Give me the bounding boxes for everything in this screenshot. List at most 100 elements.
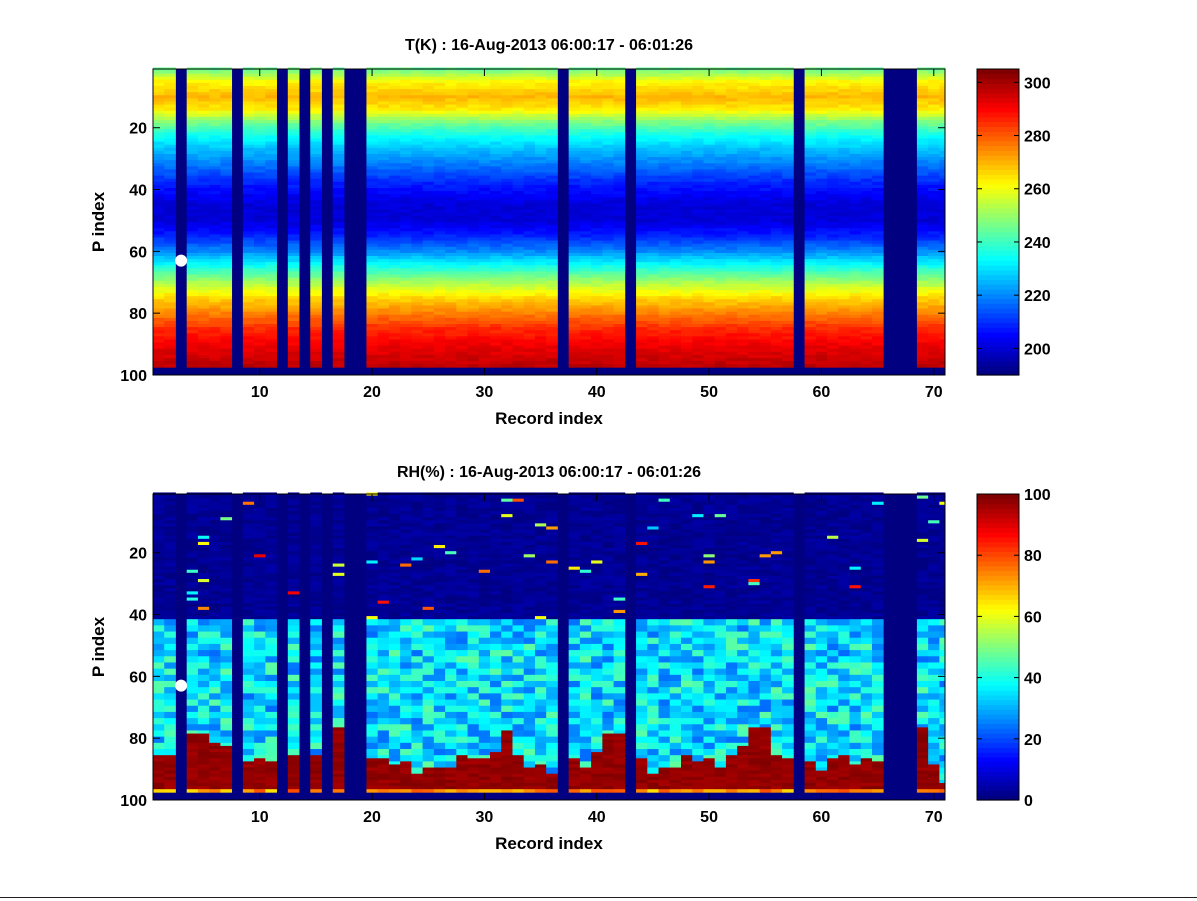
heatmap-cell [568,354,581,359]
heatmap-cell [827,262,839,266]
heatmap-cell [782,129,794,133]
heatmap-cell [748,79,761,84]
heatmap-cell [591,314,603,319]
heatmap-cell [827,135,839,139]
heatmap-cell [815,354,828,359]
heatmap-cell [512,252,525,257]
heatmap-cell [838,104,850,109]
heatmap-cell [254,157,266,161]
heatmap-cell [759,107,772,112]
heatmap-cell [478,361,491,365]
heatmap-cell [782,290,794,294]
heatmap-cell [445,364,457,368]
heatmap-cell [478,271,491,275]
heatmap-cell [568,89,581,93]
heatmap-cell [411,144,424,149]
heatmap-cell [534,101,547,105]
heatmap-cell [737,280,749,285]
heatmap-cell [153,92,165,96]
heatmap-cell [512,101,525,105]
heatmap-cell [692,116,704,121]
heatmap-cell [827,150,839,155]
heatmap-cell [164,200,176,204]
heatmap-cell [153,135,165,139]
heatmap-cell [197,225,210,229]
heatmap-cell [512,209,525,214]
heatmap-cell [153,163,165,167]
heatmap-cell [613,154,626,158]
heatmap-cell [377,320,390,325]
heatmap-cell [714,175,727,180]
heatmap-cell [658,246,671,251]
heatmap-cell [501,342,513,347]
heatmap-cell [725,86,738,90]
heatmap-cell [501,147,513,152]
heatmap-cell [759,135,772,139]
heatmap-cell [703,132,716,136]
heatmap-cell [254,107,266,112]
heatmap-cell [658,209,671,214]
heatmap-cell [467,160,480,164]
heatmap-cell [332,305,345,309]
heatmap-cell [770,364,783,368]
heatmap-cell [815,181,828,186]
heatmap-cell [400,147,412,152]
heatmap-cell [534,256,547,260]
heatmap-cell [332,110,345,115]
heatmap-cell [636,184,648,189]
heatmap-cell [400,178,412,183]
heatmap-cell [636,317,648,322]
heatmap-cell [512,268,525,272]
heatmap-cell [534,116,547,121]
heatmap-cell [827,178,839,183]
heatmap-cell [613,240,626,245]
heatmap-cell [400,345,412,350]
heatmap-cell [591,215,603,220]
heatmap-cell [433,317,446,322]
heatmap-cell [433,113,446,118]
heatmap-cell [287,358,300,362]
heatmap-cell [310,280,322,285]
heatmap-cell [636,175,648,180]
heatmap-cell [287,95,300,99]
heatmap-cell [838,110,850,115]
heatmap-cell [815,120,828,124]
heatmap-cell [153,361,165,365]
heatmap-cell [456,336,468,340]
heatmap-cell [647,354,659,359]
heatmap-cell [164,175,176,180]
heatmap-cell [445,320,457,325]
heatmap-cell [411,98,424,102]
heatmap-cell [220,194,233,198]
heatmap-cell [782,240,794,245]
heatmap-cell [265,259,277,263]
heatmap-cell [411,299,424,303]
heatmap-cell [534,222,547,226]
heatmap-cell [759,280,772,285]
heatmap-cell [827,126,839,130]
heatmap-cell [692,89,704,93]
heatmap-cell [242,327,255,331]
heatmap-cell [759,354,772,359]
heatmap-cell [512,144,525,149]
heatmap-cell [815,274,828,279]
heatmap-cell [591,299,603,303]
heatmap-cell [265,95,277,99]
heatmap-cell [512,135,525,139]
heatmap-cell [501,330,513,334]
heatmap-cell [287,249,300,254]
heatmap-cell [613,113,626,118]
heatmap-cell [220,175,233,180]
heatmap-cell [714,324,727,328]
heatmap-cell [153,222,165,226]
heatmap-cell [838,135,850,139]
heatmap-cell [197,305,210,309]
heatmap-cell [411,311,424,316]
heatmap-cell [422,268,435,272]
heatmap-cell [613,308,626,313]
heatmap-cell [534,228,547,232]
heatmap-cell [602,252,614,257]
heatmap-cell [827,271,839,275]
heatmap-cell [366,252,379,257]
heatmap-cell [332,342,345,347]
